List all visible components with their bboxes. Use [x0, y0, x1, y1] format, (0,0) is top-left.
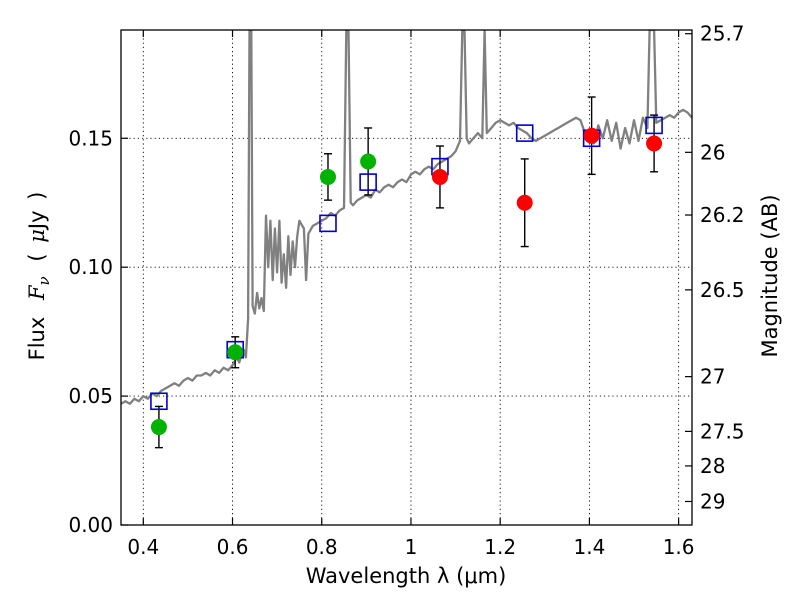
y-label-subscript: ν — [35, 276, 53, 285]
y-tick-label: 0.05 — [68, 384, 113, 408]
x-tick-label: 1.6 — [663, 535, 695, 559]
y-tick-label: 0.10 — [68, 255, 113, 279]
model-photometry-square — [515, 124, 534, 142]
y2-tick-label: 25.7 — [700, 22, 745, 46]
y2-tick-label: 26 — [700, 140, 725, 164]
x-tick-label: 0.6 — [217, 535, 249, 559]
y2-tick-label: 26.5 — [700, 278, 745, 302]
y2-tick-label: 26.2 — [700, 203, 745, 227]
y2-tick-label: 27.5 — [700, 419, 745, 443]
y-tick-label: 0.00 — [68, 513, 113, 537]
x-tick-label: 0.4 — [127, 535, 159, 559]
x-tick-label: 1.2 — [484, 535, 516, 559]
observed-flux-point — [516, 194, 533, 211]
y-label-open-paren: ( — [25, 253, 49, 261]
observed-flux-point — [319, 168, 336, 185]
y-axis-label: Flux Fν ( μJy ) — [25, 192, 54, 361]
plot-area — [121, 30, 692, 449]
y2-tick-label: 27 — [700, 365, 725, 389]
observed-flux-point — [431, 168, 448, 185]
model-photometry-square — [645, 116, 663, 135]
y2-tick-label: 28 — [700, 454, 725, 478]
y-tick-label: 0.15 — [68, 126, 113, 150]
x-tick-label: 0.8 — [306, 535, 338, 559]
observed-flux-point — [360, 153, 377, 170]
plot-clip-group — [121, 30, 692, 449]
observed-flux-point — [583, 127, 600, 144]
y-label-unit: Jy — [25, 210, 49, 231]
model-photometry-square — [150, 392, 168, 411]
model-spectrum-line — [121, 30, 692, 405]
axis-ticks: 0.4 0.6 0.8 1 1.2 1.4 1.6 0.00 0.05 0.10 0.15 25.7 2… — [68, 22, 744, 559]
grid-lines — [121, 30, 692, 526]
model-photometry-square — [319, 214, 337, 233]
y2-axis-label: Magnitude (AB) — [758, 194, 782, 357]
x-tick-label: 1 — [405, 535, 418, 559]
y-label-close-paren: ) — [25, 192, 49, 200]
x-tick-label: 1.4 — [573, 535, 605, 559]
y-label-symbol: F — [25, 284, 49, 301]
y-label-mu: μ — [25, 229, 49, 243]
axes-frame — [120, 29, 693, 526]
x-axis-label: Wavelength λ (μm) — [306, 564, 507, 588]
observed-flux-point — [227, 344, 244, 361]
observed-flux-point — [150, 419, 167, 436]
y2-tick-label: 29 — [700, 489, 725, 513]
model-photometry-square — [359, 173, 377, 191]
y-label-flux: Flux — [25, 317, 49, 361]
observed-flux-point — [646, 135, 663, 152]
